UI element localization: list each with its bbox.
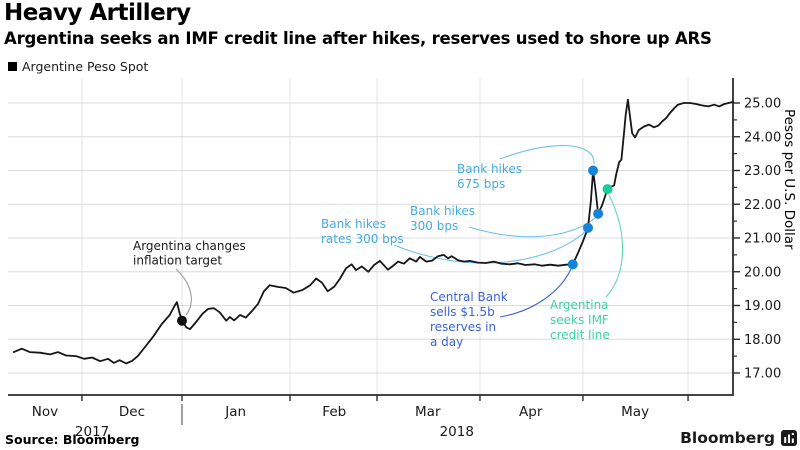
- inflation-target-label: inflation target: [133, 254, 222, 268]
- bloomberg-wordmark: Bloomberg: [680, 429, 775, 447]
- x-tick-label: May: [621, 404, 649, 420]
- legend-label: Argentine Peso Spot: [22, 59, 149, 74]
- page-subtitle: Argentina seeks an IMF credit line after…: [4, 29, 712, 48]
- argentina-seeks-imf-label: credit line: [550, 328, 610, 342]
- y-tick-label: 22.00: [744, 198, 781, 213]
- bank-hikes-rates-300bps-label: Bank hikes: [321, 217, 386, 231]
- year-label: 2018: [440, 424, 474, 440]
- central-bank-reserves-connector: [499, 268, 572, 318]
- argentina-seeks-imf-dot: [602, 184, 613, 195]
- y-tick-label: 24.00: [744, 130, 781, 145]
- argentina-seeks-imf-connector: [605, 194, 624, 298]
- bloomberg-logo-icon: [781, 430, 797, 446]
- argentina-seeks-imf-label: Argentina: [550, 298, 609, 312]
- bank-hikes-300bps-label: Bank hikes: [410, 204, 475, 218]
- bank-hikes-675bps-label: 675 bps: [457, 177, 505, 191]
- bank-hikes-300bps-dot: [593, 208, 604, 219]
- bank-hikes-rates-300bps-connector: [393, 231, 586, 264]
- y-tick-label: 20.00: [744, 265, 781, 280]
- source-credit: Source: Bloomberg: [5, 432, 140, 447]
- x-tick-label: Nov: [32, 404, 58, 420]
- central-bank-reserves-label: reserves in: [430, 320, 496, 334]
- bank-hikes-675bps-connector: [499, 145, 595, 165]
- y-tick-label: 18.00: [744, 333, 781, 348]
- y-gridlines: [8, 102, 733, 374]
- y-tick-label: 23.00: [744, 164, 781, 179]
- event-dots: [177, 165, 613, 326]
- x-tick-label: Apr: [519, 404, 543, 420]
- inflation-target-connector: [175, 268, 192, 316]
- y-tick-label: 19.00: [744, 299, 781, 314]
- annotation-connectors: [175, 145, 624, 318]
- page-title: Heavy Artillery: [4, 0, 191, 26]
- central-bank-reserves-dot: [567, 259, 578, 270]
- bloomberg-brand: Bloomberg: [680, 429, 797, 447]
- y-tick-label: 21.00: [744, 232, 781, 247]
- bank-hikes-300bps-label: 300 bps: [410, 219, 458, 233]
- x-tick-label: Feb: [322, 404, 346, 420]
- inflation-target-label: Argentina changes: [133, 239, 246, 253]
- series-line-argentine-peso-spot: [12, 98, 734, 365]
- axes: [8, 78, 740, 425]
- bank-hikes-rates-300bps-label: rates 300 bps: [321, 232, 404, 246]
- inflation-target-dot: [177, 315, 187, 326]
- x-tick-label: Mar: [415, 404, 441, 420]
- x-tick-label: Jan: [224, 404, 246, 420]
- chart-legend: Argentine Peso Spot: [8, 59, 148, 74]
- y-tick-label: 17.00: [744, 367, 781, 382]
- bank-hikes-675bps-dot: [588, 165, 599, 176]
- central-bank-reserves-label: Central Bank: [430, 290, 508, 304]
- central-bank-reserves-label: a day: [430, 335, 463, 349]
- series: [12, 98, 734, 365]
- year-label: 2017: [75, 424, 109, 440]
- bank-hikes-rates-300bps-dot: [583, 222, 593, 233]
- legend-swatch-icon: [8, 62, 17, 71]
- x-gridlines: [81, 78, 689, 395]
- axis-labels: 17.00 18.00 19.00 20.00 21.00 22.00 23.00 24.00…: [32, 97, 797, 441]
- argentina-seeks-imf-label: seeks IMF: [550, 313, 609, 327]
- x-tick-label: Dec: [119, 404, 145, 420]
- central-bank-reserves-label: sells $1.5b: [430, 305, 495, 319]
- bank-hikes-300bps-connector: [468, 217, 596, 238]
- bank-hikes-675bps-label: Bank hikes: [457, 162, 522, 176]
- y-axis-title: Pesos per U.S. Dollar: [781, 109, 797, 250]
- y-tick-label: 25.00: [744, 97, 781, 112]
